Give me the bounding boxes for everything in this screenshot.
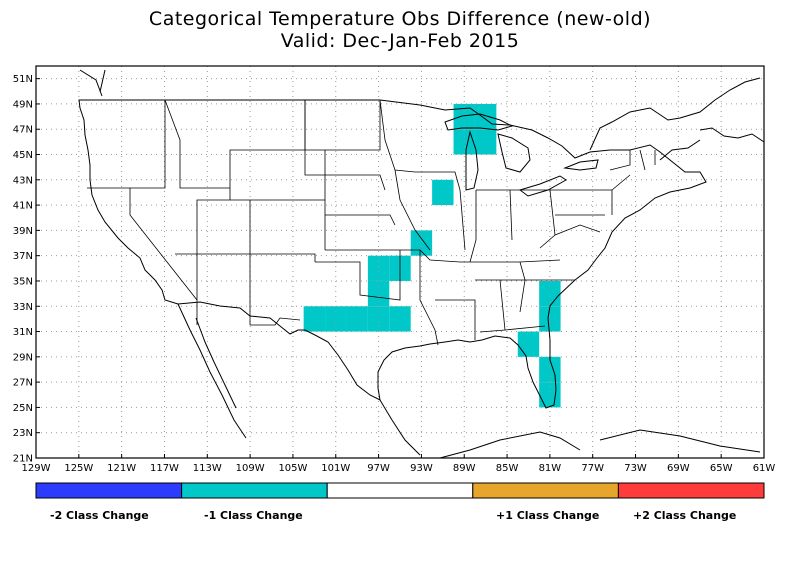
y-tick-label: 45N xyxy=(13,150,33,161)
x-tick-label: 69W xyxy=(667,463,690,474)
x-tick-label: 113W xyxy=(193,463,222,474)
x-tick-label: 85W xyxy=(496,463,519,474)
legend-label-plus2: +2 Class Change xyxy=(633,509,737,522)
difference-cell xyxy=(539,382,561,408)
y-tick-label: 39N xyxy=(13,226,33,237)
x-tick-label: 125W xyxy=(64,463,93,474)
y-tick-label: 33N xyxy=(13,302,33,313)
legend-swatch xyxy=(617,482,765,499)
x-tick-label: 77W xyxy=(581,463,604,474)
x-tick-label: 129W xyxy=(22,463,51,474)
y-tick-labels: 21N 23N 25N 27N 29N 31N 33N 35N 37N 39N 41N 43N 45N 4… xyxy=(13,74,40,465)
mexico-coast xyxy=(177,303,761,459)
x-tick-label: 109W xyxy=(236,463,265,474)
difference-cell xyxy=(367,306,390,332)
difference-cell xyxy=(410,230,433,256)
state-borders xyxy=(87,99,656,346)
legend-swatch xyxy=(472,482,619,499)
legend-swatch xyxy=(326,482,474,499)
canada-coast xyxy=(79,69,765,161)
difference-cell xyxy=(539,280,561,307)
difference-cell xyxy=(367,280,390,307)
y-tick-label: 41N xyxy=(13,201,33,212)
lake-huron xyxy=(497,133,531,173)
legend-swatch xyxy=(181,482,328,499)
y-tick-label: 49N xyxy=(13,99,33,110)
difference-cell xyxy=(517,331,540,357)
difference-cell xyxy=(539,306,561,332)
x-tick-label: 73W xyxy=(624,463,647,474)
y-tick-label: 37N xyxy=(13,251,33,262)
legend-color-bar xyxy=(35,482,765,499)
y-tick-label: 47N xyxy=(13,125,33,136)
x-tick-label: 121W xyxy=(107,463,136,474)
difference-cell xyxy=(325,306,347,332)
legend-label-plus1: +1 Class Change xyxy=(496,509,600,522)
x-tick-label: 117W xyxy=(150,463,179,474)
basemap-outlines xyxy=(78,69,765,459)
difference-cell xyxy=(432,179,454,206)
difference-cell xyxy=(367,255,390,281)
y-tick-label: 31N xyxy=(13,327,33,338)
map-frame xyxy=(35,65,765,459)
difference-cell xyxy=(474,103,497,130)
lake-michigan xyxy=(465,130,479,191)
y-tick-label: 27N xyxy=(13,378,33,389)
difference-cell xyxy=(303,306,326,332)
x-tick-label: 81W xyxy=(539,463,562,474)
difference-cell xyxy=(389,306,411,332)
y-tick-label: 25N xyxy=(13,403,33,414)
y-tick-label: 51N xyxy=(13,74,33,85)
y-tick-label: 43N xyxy=(13,175,33,186)
x-tick-label: 65W xyxy=(710,463,733,474)
x-tick-label: 101W xyxy=(321,463,350,474)
legend-label-minus1: -1 Class Change xyxy=(204,509,303,522)
difference-cell xyxy=(346,306,368,332)
difference-cells-layer xyxy=(303,103,561,408)
lake-erie xyxy=(518,175,567,197)
x-tick-label: 93W xyxy=(410,463,433,474)
legend-swatch xyxy=(35,482,183,499)
y-tick-label: 23N xyxy=(13,428,33,439)
lake-ontario xyxy=(563,159,599,171)
y-tick-label: 35N xyxy=(13,276,33,287)
legend-label-minus2: -2 Class Change xyxy=(50,509,149,522)
x-tick-labels: 129W 125W 121W 117W 113W 109W 105W 101W 97W 93W 89… xyxy=(22,454,776,474)
y-tick-label: 29N xyxy=(13,352,33,363)
y-tick-label: 21N xyxy=(13,454,33,465)
difference-cell xyxy=(474,129,497,155)
x-tick-label: 61W xyxy=(753,463,776,474)
us-boundary xyxy=(78,99,707,409)
x-tick-label: 105W xyxy=(278,463,307,474)
chart-subtitle: Valid: Dec-Jan-Feb 2015 xyxy=(280,30,520,52)
lake-superior xyxy=(444,113,514,131)
chart-title: Categorical Temperature Obs Difference (… xyxy=(148,8,652,30)
x-tick-label: 97W xyxy=(367,463,390,474)
x-tick-label: 89W xyxy=(453,463,476,474)
